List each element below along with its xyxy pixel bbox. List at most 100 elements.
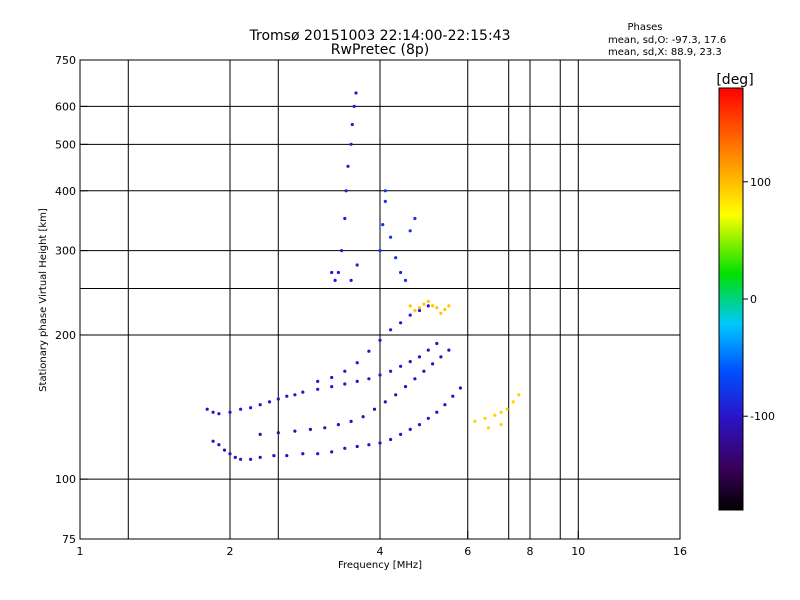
echo-point <box>344 189 348 193</box>
echo-point <box>354 91 358 95</box>
colorbar-tick-label: 100 <box>750 176 771 189</box>
echo-point <box>439 355 443 359</box>
echo-point <box>308 427 312 431</box>
echo-point <box>408 313 412 317</box>
echo-point <box>330 450 334 454</box>
echo-point <box>435 410 439 414</box>
echo-point <box>422 369 426 373</box>
echo-point <box>352 104 356 108</box>
echo-point <box>330 375 334 380</box>
colorbar-tick-label: 0 <box>750 293 757 306</box>
echo-point <box>408 427 412 431</box>
x-tick-label: 8 <box>527 545 534 558</box>
echo-point <box>451 394 455 398</box>
echo-point <box>394 256 398 260</box>
echo-point <box>399 270 403 275</box>
echo-point <box>217 443 221 447</box>
colorbar-ticks: 100 0 -100 <box>743 176 775 423</box>
phases-o-line: mean, sd,O: -97.3, 17.6 <box>608 35 726 46</box>
echo-point <box>486 426 490 430</box>
echo-point <box>426 304 430 308</box>
echo-point <box>403 385 408 389</box>
echo-point <box>349 142 353 146</box>
echo-point <box>355 361 359 365</box>
echo-point <box>258 432 262 436</box>
echo-point <box>426 416 430 420</box>
echo-point <box>301 452 305 456</box>
x-axis-label: Frequency [MHz] <box>338 560 422 571</box>
echo-point <box>343 382 347 386</box>
echo-point <box>473 419 477 423</box>
echo-point <box>403 278 408 282</box>
echo-point <box>389 369 393 373</box>
echo-point <box>258 455 262 459</box>
echo-point <box>383 400 387 404</box>
echo-point <box>399 432 403 436</box>
echo-point <box>350 122 354 127</box>
x-tick-label: 6 <box>464 545 471 558</box>
echo-point <box>361 415 365 419</box>
echo-point <box>349 278 353 282</box>
y-tick-label: 500 <box>55 138 76 151</box>
x-tick-label: 10 <box>571 545 585 558</box>
echo-point <box>349 419 353 423</box>
echo-point <box>422 302 426 306</box>
echo-point <box>355 444 359 449</box>
echo-point <box>443 307 447 312</box>
echo-point <box>355 379 359 383</box>
echo-point <box>417 355 422 359</box>
echo-point <box>367 349 371 353</box>
y-axis-ticks: 75 100 200 300 400 500 600 750 <box>55 54 88 546</box>
echo-point <box>417 423 422 427</box>
echo-point <box>431 304 435 308</box>
echo-point <box>399 321 403 325</box>
echo-point <box>228 410 232 414</box>
echo-point <box>511 400 515 404</box>
x-axis-ticks: 1 2 4 6 8 10 16 <box>77 531 687 558</box>
echo-point <box>258 403 262 407</box>
echo-point <box>389 328 393 332</box>
echo-point <box>483 416 487 420</box>
echo-point <box>267 400 272 404</box>
echo-point <box>408 360 412 364</box>
echo-point <box>355 263 359 267</box>
echo-point <box>301 390 305 394</box>
y-tick-label: 400 <box>55 185 76 198</box>
echo-point <box>249 457 253 461</box>
echo-point <box>239 457 243 461</box>
echo-point <box>383 189 387 193</box>
x-tick-label: 4 <box>377 545 384 558</box>
echo-point <box>394 393 398 397</box>
echo-point <box>381 223 385 227</box>
echo-point <box>378 338 382 342</box>
echo-point <box>417 308 422 313</box>
echo-point <box>276 431 280 435</box>
echo-point <box>458 386 462 390</box>
echo-point <box>413 216 417 221</box>
echo-point <box>222 448 227 452</box>
echo-point <box>323 426 327 430</box>
echo-point <box>399 364 403 368</box>
echo-point <box>316 379 320 383</box>
echo-point <box>285 394 289 398</box>
echo-point <box>439 311 443 315</box>
echo-point <box>330 385 334 389</box>
echo-point <box>343 369 347 373</box>
echo-point <box>389 437 393 442</box>
y-axis-label: Stationary phase Virtual Height [km] <box>38 208 49 392</box>
echo-point <box>413 377 417 381</box>
phases-heading: Phases <box>627 22 662 33</box>
echo-point <box>293 393 297 397</box>
x-tick-label: 16 <box>673 545 687 558</box>
echo-point <box>336 423 340 427</box>
echo-point <box>367 443 371 447</box>
echo-point <box>316 387 320 391</box>
echo-point <box>316 452 320 456</box>
echo-point <box>383 199 387 203</box>
echo-point <box>378 249 382 253</box>
echo-point <box>333 278 337 282</box>
echo-point <box>346 164 350 168</box>
echo-point <box>443 403 447 407</box>
echo-point <box>372 407 377 411</box>
